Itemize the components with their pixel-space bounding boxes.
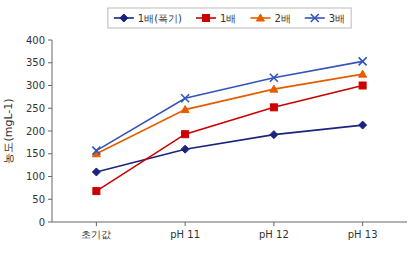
legend-item: 3배 bbox=[305, 13, 345, 24]
marker bbox=[92, 147, 100, 155]
legend-marker bbox=[311, 14, 319, 22]
legend-label: 1배(폭기) bbox=[138, 13, 182, 24]
marker bbox=[93, 188, 100, 195]
marker bbox=[270, 131, 278, 139]
legend-marker bbox=[120, 14, 128, 22]
marker bbox=[92, 168, 100, 176]
legend-item: 2배 bbox=[250, 13, 290, 24]
x-tick-label: pH 13 bbox=[348, 229, 378, 240]
marker bbox=[359, 82, 366, 89]
y-tick bbox=[48, 62, 52, 63]
y-tick-label: 400 bbox=[26, 35, 45, 46]
marker bbox=[270, 74, 278, 82]
legend-label: 3배 bbox=[329, 13, 345, 24]
marker bbox=[359, 57, 367, 65]
x-tick-label: pH 12 bbox=[259, 229, 289, 240]
y-tick bbox=[48, 199, 52, 200]
y-tick-label: 350 bbox=[26, 57, 45, 68]
x-tick bbox=[273, 222, 274, 226]
y-tick-label: 150 bbox=[26, 148, 45, 159]
y-tick bbox=[48, 108, 52, 109]
marker bbox=[181, 94, 189, 102]
x-tick-label: 초기값 bbox=[81, 229, 111, 240]
y-tick bbox=[48, 85, 52, 86]
series bbox=[92, 57, 366, 154]
legend-frame bbox=[108, 8, 351, 28]
series-line bbox=[96, 74, 362, 154]
y-tick bbox=[48, 176, 52, 177]
marker bbox=[270, 85, 278, 92]
legend-item: 1배(폭기) bbox=[114, 13, 182, 24]
marker bbox=[182, 131, 189, 138]
x-tick bbox=[185, 222, 186, 226]
x-axis: 초기값 pH 11 pH 12 pH 13 bbox=[52, 222, 407, 240]
x-tick bbox=[96, 222, 97, 226]
x-tick-label: pH 11 bbox=[170, 229, 200, 240]
y-tick bbox=[48, 131, 52, 132]
legend: 1배(폭기) 1배 2배 3배 bbox=[108, 8, 351, 28]
y-tick-label: 50 bbox=[32, 194, 45, 205]
y-tick-label: 100 bbox=[26, 171, 45, 182]
x-tick bbox=[362, 222, 363, 226]
x-axis-line bbox=[52, 222, 407, 223]
marker bbox=[359, 121, 367, 129]
legend-item: 1배 bbox=[196, 13, 236, 24]
chart: 0 50 100 150 200 250 300 350 400 농도(mgL-1) 초기값 pH 1… bbox=[0, 0, 417, 254]
series-line bbox=[96, 61, 362, 150]
y-tick-label: 300 bbox=[26, 80, 45, 91]
y-axis: 0 50 100 150 200 250 300 350 400 bbox=[26, 35, 52, 228]
legend-marker bbox=[256, 14, 264, 21]
plot-area bbox=[92, 57, 366, 194]
legend-label: 1배 bbox=[220, 13, 236, 24]
y-tick bbox=[48, 40, 52, 41]
y-tick bbox=[48, 153, 52, 154]
marker bbox=[181, 106, 189, 113]
y-axis-line bbox=[52, 40, 53, 222]
y-axis-label: 농도(mgL-1) bbox=[2, 98, 15, 163]
marker bbox=[270, 104, 277, 111]
chart-container: 0 50 100 150 200 250 300 350 400 농도(mgL-1) 초기값 pH 1… bbox=[0, 0, 417, 254]
y-tick-label: 250 bbox=[26, 103, 45, 114]
series-line bbox=[96, 86, 362, 192]
marker bbox=[181, 145, 189, 153]
marker bbox=[359, 70, 367, 77]
legend-label: 2배 bbox=[274, 13, 290, 24]
series bbox=[92, 70, 366, 157]
y-tick bbox=[48, 222, 52, 223]
y-tick-label: 0 bbox=[39, 217, 45, 228]
legend-marker bbox=[203, 15, 210, 22]
y-tick-label: 200 bbox=[26, 126, 45, 137]
